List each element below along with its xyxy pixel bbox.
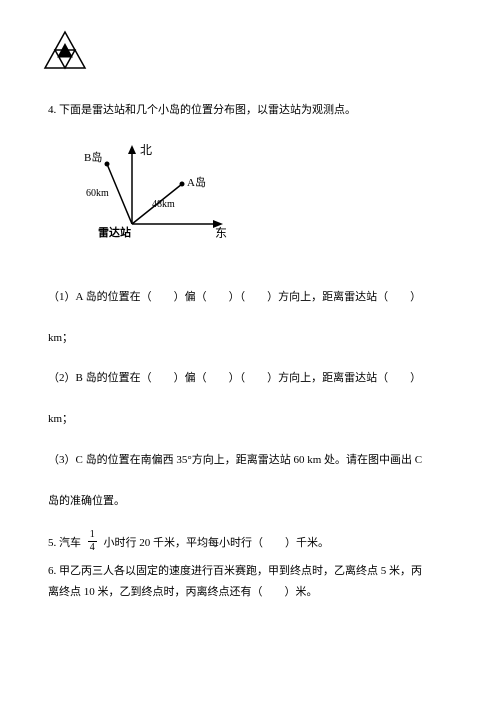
- q5-frac-den: 4: [88, 542, 97, 553]
- q4-sub3-line2: 岛的准确位置。: [48, 491, 452, 512]
- q5-suffix: 小时行 20 千米，平均每小时行（ ）千米。: [104, 537, 330, 549]
- exam-page: 4. 下面是雷达站和几个小岛的位置分布图，以雷达站为观测点。 北 东 雷达站 A…: [0, 0, 500, 707]
- q4-sub3-line1: （3）C 岛的位置在南偏西 35°方向上，距离雷达站 60 km 处。请在图中画…: [48, 450, 452, 471]
- svg-text:北: 北: [140, 143, 152, 157]
- radar-diagram: 北 东 雷达站 A岛 48km B岛 60km: [82, 139, 452, 267]
- q4-intro: 4. 下面是雷达站和几个小岛的位置分布图，以雷达站为观测点。: [48, 100, 452, 121]
- svg-text:A岛: A岛: [187, 175, 206, 189]
- q4-sub1-line2: km；: [48, 328, 452, 349]
- q6-line1: 6. 甲乙丙三人各以固定的速度进行百米赛跑，甲到终点时，乙离终点 5 米，丙: [48, 561, 452, 582]
- q4-sub1-line1: （1）A 岛的位置在（ ）偏（ ）（ ）方向上，距离雷达站（ ）: [48, 287, 452, 308]
- svg-text:雷达站: 雷达站: [98, 225, 131, 239]
- q4-sub2-line2: km；: [48, 409, 452, 430]
- q5-prefix: 5. 汽车: [48, 537, 81, 549]
- svg-text:B岛: B岛: [84, 150, 102, 164]
- q5-fraction: 1 4: [88, 530, 97, 553]
- svg-text:48km: 48km: [152, 199, 175, 210]
- svg-text:60km: 60km: [86, 188, 109, 199]
- q5-line: 5. 汽车 1 4 小时行 20 千米，平均每小时行（ ）千米。: [48, 532, 452, 555]
- q5-frac-num: 1: [88, 530, 97, 542]
- svg-text:东: 东: [215, 226, 227, 240]
- q6-line2: 离终点 10 米，乙到终点时，丙离终点还有（ ）米。: [48, 582, 452, 603]
- triangle-emblem-icon: [42, 30, 452, 78]
- q4-sub2-line1: （2）B 岛的位置在（ ）偏（ ）（ ）方向上，距离雷达站（ ）: [48, 368, 452, 389]
